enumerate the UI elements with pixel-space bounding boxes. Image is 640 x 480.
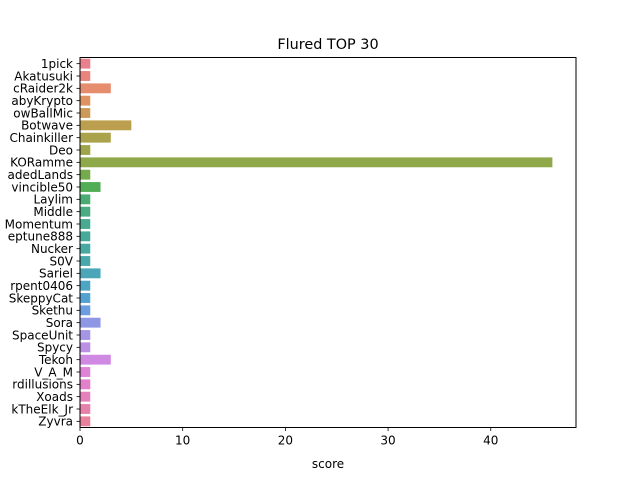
x-tick-label: 10 — [175, 434, 190, 448]
y-tick-label: vincible50 — [11, 180, 73, 194]
y-tick-label: Xoads — [36, 390, 73, 404]
y-tick-label: rdillusions — [12, 378, 73, 392]
y-tick-label: SkeppyCat — [9, 291, 74, 305]
y-tick-label: Deo — [49, 143, 73, 157]
y-tick-label: 1pick — [41, 57, 73, 71]
bar-14 — [80, 231, 91, 242]
bar-13 — [80, 219, 91, 229]
bar-17 — [80, 268, 101, 279]
bar-15 — [80, 243, 91, 254]
y-tick-label: Laylim — [34, 193, 74, 207]
bar-20 — [80, 305, 91, 316]
x-tick-label: 0 — [76, 434, 84, 448]
y-tick-label: Spycy — [37, 341, 73, 355]
x-tick-label: 30 — [380, 434, 395, 448]
bar-5 — [80, 120, 132, 131]
y-tick-label: Skethu — [32, 304, 73, 318]
x-tick-label: 20 — [278, 434, 293, 448]
bar-16 — [80, 256, 91, 266]
y-tick-label: Zyvra — [38, 415, 73, 429]
bar-22 — [80, 330, 91, 340]
bar-6 — [80, 132, 111, 143]
bar-24 — [80, 354, 111, 365]
bar-4 — [80, 108, 91, 118]
y-tick-label: KORamme — [10, 156, 73, 170]
bar-0 — [80, 58, 91, 69]
y-tick-label: Sariel — [39, 267, 73, 281]
x-tick-label: 40 — [483, 434, 498, 448]
bar-29 — [80, 416, 91, 427]
bar-1 — [80, 71, 91, 81]
bar-26 — [80, 379, 91, 390]
bar-7 — [80, 145, 91, 155]
y-tick-label: Tekoh — [38, 353, 73, 367]
bar-27 — [80, 391, 91, 402]
x-axis-label: score — [312, 457, 344, 471]
bar-9 — [80, 169, 91, 180]
bar-18 — [80, 280, 91, 291]
y-tick-label: kTheElk_Jr — [11, 402, 73, 416]
y-tick-label: Akatusuki — [14, 69, 73, 83]
bar-25 — [80, 367, 91, 377]
y-tick-label: Chainkiller — [9, 131, 73, 145]
y-tick-label: Sora — [46, 316, 73, 330]
bars-group — [80, 58, 553, 427]
plot-frame — [79, 57, 577, 428]
bar-3 — [80, 95, 91, 106]
y-tick-label: owBallMic — [13, 106, 73, 120]
bar-19 — [80, 293, 91, 303]
y-tick-label: cRaider2k — [13, 82, 73, 96]
y-tick-label: Nucker — [31, 242, 73, 256]
chart-title: Flured TOP 30 — [277, 37, 378, 53]
bar-11 — [80, 194, 91, 205]
y-tick-label: S0V — [50, 254, 74, 268]
x-ticks: 0 10 20 30 40 — [76, 427, 498, 448]
y-tick-label: SpaceUnit — [12, 328, 73, 342]
y-tick-label: rpent0406 — [10, 279, 73, 293]
y-tick-label: abyKrypto — [11, 94, 73, 108]
y-tick-label: V_A_M — [34, 365, 73, 379]
bar-10 — [80, 182, 101, 192]
y-tick-labels: 1pickAkatusukicRaider2kabyKryptoowBallMi… — [5, 57, 80, 429]
bar-8 — [80, 157, 553, 168]
y-tick-label: Botwave — [21, 119, 73, 133]
bar-23 — [80, 342, 91, 353]
bar-21 — [80, 317, 101, 328]
bar-12 — [80, 206, 91, 217]
bar-2 — [80, 83, 111, 94]
bar-28 — [80, 404, 91, 414]
y-tick-label: Middle — [33, 205, 73, 219]
y-tick-label: eptune888 — [8, 230, 73, 244]
y-tick-label: Momentum — [5, 217, 73, 231]
y-tick-label: adedLands — [8, 168, 73, 182]
